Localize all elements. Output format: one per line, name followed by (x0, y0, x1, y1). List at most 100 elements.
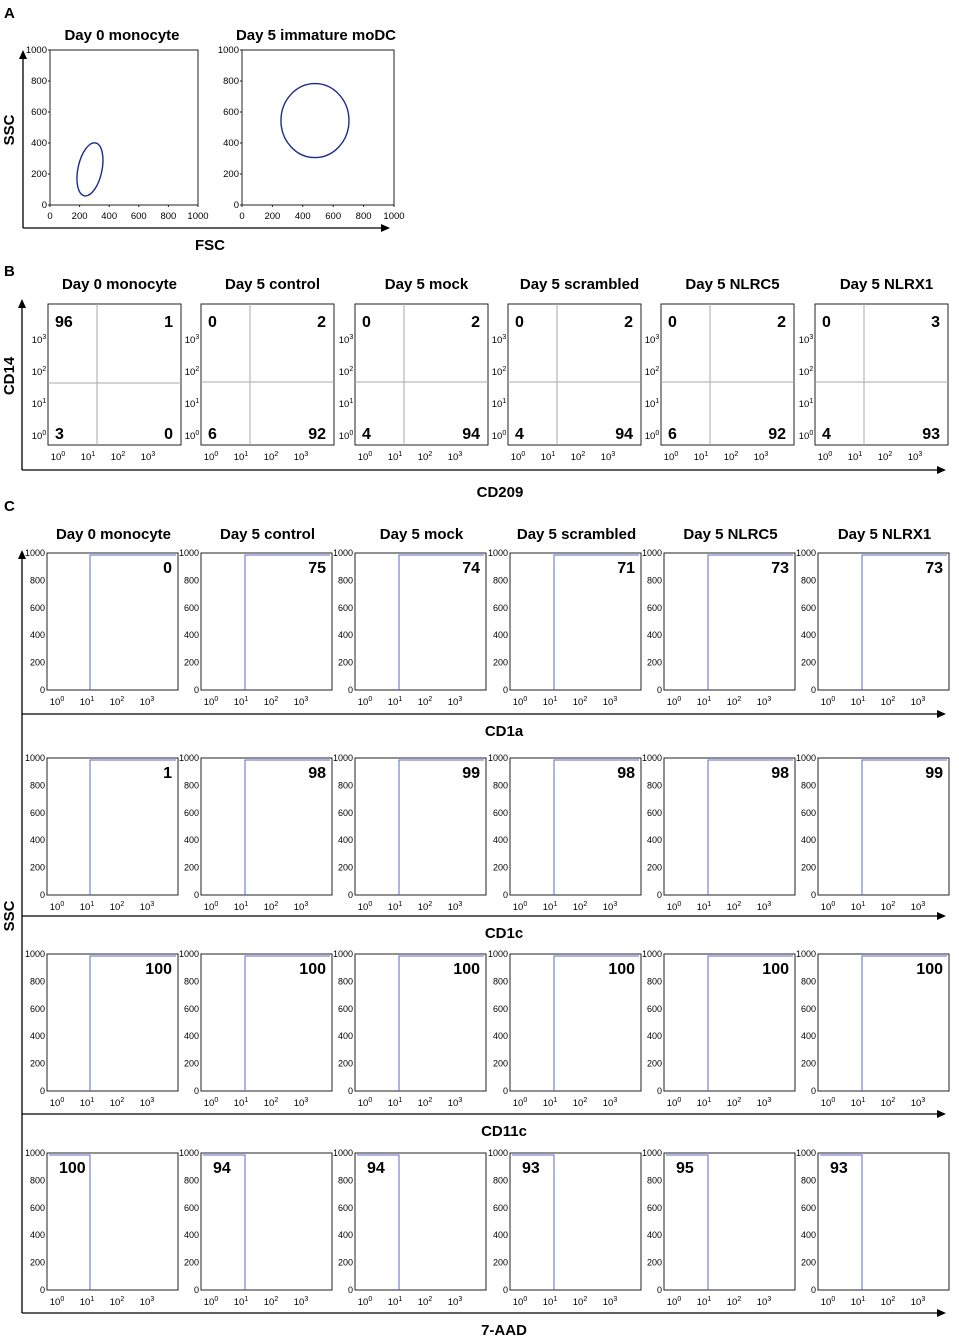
panel-c-column-title: Day 0 monocyte (56, 526, 171, 543)
positive-gate (89, 554, 176, 690)
panel-c-plot-box (663, 552, 796, 691)
y-tick-label: 200 (647, 863, 662, 873)
y-tick-label: 200 (801, 1258, 816, 1268)
x-tick-label: 1000 (187, 211, 208, 222)
y-tick-label: 400 (31, 138, 47, 149)
quadrant-value-upper-left: 0 (822, 314, 831, 331)
x-tick-label: 103 (603, 1296, 618, 1308)
y-tick-label: 600 (801, 603, 816, 613)
y-tick-label: 400 (801, 1031, 816, 1041)
x-tick-label: 102 (724, 451, 739, 463)
y-tick-label: 600 (223, 107, 239, 118)
y-tick-label: 200 (493, 863, 508, 873)
y-tick-label: 200 (801, 863, 816, 873)
y-tick-label: 200 (493, 1258, 508, 1268)
panel-c-column-title: Day 5 scrambled (517, 526, 636, 543)
y-tick-label: 0 (40, 685, 45, 695)
x-tick-label: 102 (110, 696, 125, 708)
quadrant-value-lower-left: 4 (362, 426, 371, 443)
positive-gate (398, 759, 484, 895)
y-tick-label: 1000 (642, 753, 662, 763)
y-tick-label: 100 (339, 430, 354, 442)
x-tick-label: 800 (356, 211, 372, 222)
y-tick-label: 0 (40, 1086, 45, 1096)
y-tick-label: 200 (493, 658, 508, 668)
y-tick-label: 1000 (796, 1148, 816, 1158)
live-cell-gate (820, 1154, 863, 1290)
x-tick-label: 102 (110, 1296, 125, 1308)
gate-percentage: 1 (163, 765, 172, 782)
y-tick-label: 1000 (179, 753, 199, 763)
x-tick-label: 101 (80, 696, 95, 708)
y-tick-label: 600 (184, 603, 199, 613)
panel-c-marker-label: CD1c (485, 925, 523, 942)
panel-b-x-axis-label: CD209 (477, 484, 524, 501)
y-tick-label: 1000 (179, 1148, 199, 1158)
gate-percentage: 74 (462, 560, 480, 577)
x-tick-label: 102 (264, 1296, 279, 1308)
y-tick-label: 0 (657, 1086, 662, 1096)
panel-b-x-arrow-head (937, 466, 946, 474)
x-tick-label: 103 (911, 1097, 926, 1109)
y-tick-label: 0 (811, 685, 816, 695)
x-tick-label: 100 (667, 696, 682, 708)
x-tick-label: 103 (603, 1097, 618, 1109)
y-tick-label: 0 (657, 685, 662, 695)
y-tick-label: 1000 (488, 1148, 508, 1158)
y-tick-label: 400 (338, 1230, 353, 1240)
x-tick-label: 101 (234, 1296, 249, 1308)
y-tick-label: 800 (493, 780, 508, 790)
gate-percentage: 94 (367, 1160, 385, 1177)
x-tick-label: 100 (513, 901, 528, 913)
panel-c-column-title: Day 5 mock (380, 526, 464, 543)
x-tick-label: 100 (821, 1097, 836, 1109)
panel-c-plot-box (817, 1152, 950, 1291)
y-tick-label: 800 (184, 1175, 199, 1185)
x-tick-label: 100 (50, 901, 65, 913)
positive-gate (244, 955, 330, 1091)
x-tick-label: 103 (911, 901, 926, 913)
x-tick-label: 100 (667, 901, 682, 913)
y-tick-label: 1000 (796, 548, 816, 558)
x-tick-label: 103 (294, 1296, 309, 1308)
quadrant-value-lower-right: 92 (768, 426, 786, 443)
y-tick-label: 1000 (488, 753, 508, 763)
y-tick-label: 101 (185, 398, 200, 410)
gate-percentage: 100 (59, 1160, 86, 1177)
panel-a-plot-title: Day 0 monocyte (64, 27, 179, 44)
y-tick-label: 800 (338, 976, 353, 986)
y-tick-label: 1000 (333, 1148, 353, 1158)
x-tick-label: 103 (754, 451, 769, 463)
y-tick-label: 400 (493, 630, 508, 640)
y-tick-label: 600 (647, 808, 662, 818)
x-tick-label: 101 (697, 1296, 712, 1308)
x-tick-label: 101 (388, 1097, 403, 1109)
x-tick-label: 0 (47, 211, 52, 222)
panel-a-y-arrow-head (19, 50, 27, 59)
y-tick-label: 0 (503, 1086, 508, 1096)
y-tick-label: 400 (493, 1031, 508, 1041)
y-tick-label: 800 (801, 976, 816, 986)
y-tick-label: 800 (184, 976, 199, 986)
x-tick-label: 103 (294, 696, 309, 708)
y-tick-label: 200 (493, 1059, 508, 1069)
x-tick-label: 103 (757, 901, 772, 913)
x-tick-label: 101 (694, 451, 709, 463)
positive-gate (553, 554, 639, 690)
y-tick-label: 101 (799, 398, 814, 410)
x-tick-label: 100 (358, 901, 373, 913)
quadrant-value-upper-right: 2 (777, 314, 786, 331)
y-tick-label: 600 (338, 603, 353, 613)
x-tick-label: 101 (80, 901, 95, 913)
y-tick-label: 200 (647, 1258, 662, 1268)
y-tick-label: 600 (31, 107, 47, 118)
gate-percentage: 71 (617, 560, 635, 577)
x-tick-label: 100 (204, 1097, 219, 1109)
panel-c-plot-box (46, 552, 179, 691)
y-tick-label: 0 (657, 1285, 662, 1295)
y-tick-label: 1000 (642, 949, 662, 959)
y-tick-label: 101 (645, 398, 660, 410)
x-tick-label: 103 (448, 901, 463, 913)
y-tick-label: 800 (647, 575, 662, 585)
x-tick-label: 101 (851, 901, 866, 913)
